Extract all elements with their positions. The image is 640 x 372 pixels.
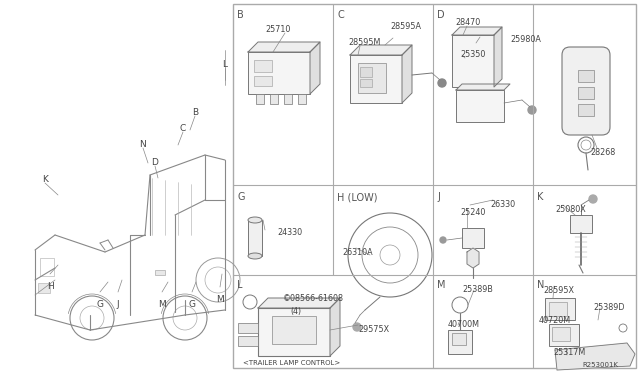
Text: 24330: 24330 bbox=[277, 228, 302, 237]
Polygon shape bbox=[330, 298, 340, 356]
Bar bbox=[570, 215, 592, 233]
Bar bbox=[549, 324, 579, 346]
Text: 25389B: 25389B bbox=[462, 285, 493, 294]
Text: H (LOW): H (LOW) bbox=[337, 192, 378, 202]
Circle shape bbox=[438, 79, 446, 87]
Text: 28595X: 28595X bbox=[543, 286, 574, 295]
FancyBboxPatch shape bbox=[562, 47, 610, 135]
Text: C: C bbox=[337, 10, 344, 20]
Bar bbox=[254, 76, 272, 86]
Text: 28595A: 28595A bbox=[390, 22, 421, 31]
Polygon shape bbox=[452, 27, 502, 35]
Text: G: G bbox=[237, 192, 244, 202]
Bar bbox=[358, 63, 386, 93]
Bar bbox=[452, 333, 466, 345]
Text: 26330: 26330 bbox=[490, 200, 515, 209]
Polygon shape bbox=[402, 45, 412, 103]
Text: M: M bbox=[216, 295, 224, 304]
Circle shape bbox=[589, 195, 597, 203]
Text: K: K bbox=[537, 192, 543, 202]
Text: L: L bbox=[223, 60, 227, 69]
Polygon shape bbox=[456, 84, 510, 90]
Bar bbox=[552, 327, 570, 341]
Text: 25980A: 25980A bbox=[510, 35, 541, 44]
Bar bbox=[233, 4, 636, 368]
Bar bbox=[545, 298, 575, 320]
Polygon shape bbox=[467, 248, 479, 268]
Polygon shape bbox=[350, 45, 412, 55]
Bar bbox=[284, 94, 292, 104]
Text: D: D bbox=[437, 10, 445, 20]
Bar bbox=[448, 330, 472, 354]
Bar bbox=[258, 308, 330, 356]
Text: C: C bbox=[180, 124, 186, 133]
Text: M: M bbox=[158, 300, 166, 309]
Text: 25240: 25240 bbox=[460, 208, 485, 217]
Text: 25389D: 25389D bbox=[593, 303, 625, 312]
Text: B: B bbox=[192, 108, 198, 117]
Text: ©08566-61608: ©08566-61608 bbox=[283, 294, 344, 303]
Text: K: K bbox=[42, 175, 48, 184]
Text: H: H bbox=[47, 282, 53, 291]
Text: N: N bbox=[140, 140, 147, 149]
Text: D: D bbox=[152, 158, 159, 167]
Text: L: L bbox=[237, 280, 243, 290]
Text: M: M bbox=[437, 280, 445, 290]
Bar bbox=[578, 104, 594, 116]
Bar bbox=[254, 60, 272, 72]
Circle shape bbox=[440, 237, 446, 243]
Polygon shape bbox=[248, 42, 320, 52]
Bar bbox=[238, 323, 258, 333]
Text: 28268: 28268 bbox=[590, 148, 615, 157]
Bar bbox=[270, 94, 278, 104]
Text: 25710: 25710 bbox=[265, 25, 291, 34]
Text: J: J bbox=[116, 300, 119, 309]
Bar bbox=[238, 336, 258, 346]
Ellipse shape bbox=[248, 217, 262, 223]
Text: 25317M: 25317M bbox=[553, 348, 585, 357]
Bar bbox=[549, 302, 567, 316]
Text: J: J bbox=[437, 192, 440, 202]
Text: R253001K: R253001K bbox=[582, 362, 618, 368]
Text: 25080X: 25080X bbox=[555, 205, 586, 214]
Bar bbox=[578, 87, 594, 99]
Bar bbox=[40, 258, 54, 276]
Bar bbox=[256, 94, 264, 104]
Bar bbox=[360, 67, 372, 77]
Text: 40720M: 40720M bbox=[539, 316, 571, 325]
Text: (4): (4) bbox=[290, 307, 301, 316]
Polygon shape bbox=[310, 42, 320, 94]
Bar bbox=[248, 220, 262, 256]
Polygon shape bbox=[555, 343, 635, 370]
Text: G: G bbox=[97, 300, 104, 309]
Bar bbox=[298, 94, 306, 104]
Text: B: B bbox=[237, 10, 244, 20]
Text: G: G bbox=[189, 300, 195, 309]
Text: <TRAILER LAMP CONTROL>: <TRAILER LAMP CONTROL> bbox=[243, 360, 340, 366]
Bar bbox=[578, 70, 594, 82]
Bar bbox=[456, 90, 504, 122]
Text: 28595M: 28595M bbox=[348, 38, 380, 47]
Text: 25350: 25350 bbox=[460, 50, 485, 59]
Bar bbox=[360, 79, 372, 87]
Bar bbox=[452, 35, 494, 87]
Bar bbox=[38, 283, 50, 293]
Text: 28470: 28470 bbox=[455, 18, 480, 27]
Bar bbox=[248, 52, 310, 94]
Text: N: N bbox=[537, 280, 545, 290]
Polygon shape bbox=[258, 298, 340, 308]
Circle shape bbox=[353, 323, 361, 331]
Bar bbox=[155, 270, 165, 275]
Circle shape bbox=[528, 106, 536, 114]
Bar bbox=[272, 316, 316, 344]
Polygon shape bbox=[494, 27, 502, 87]
Ellipse shape bbox=[248, 253, 262, 259]
Bar bbox=[350, 55, 402, 103]
Text: 40700M: 40700M bbox=[448, 320, 480, 329]
Bar bbox=[462, 228, 484, 248]
Text: 26310A: 26310A bbox=[342, 248, 372, 257]
Text: 29575X: 29575X bbox=[358, 325, 389, 334]
